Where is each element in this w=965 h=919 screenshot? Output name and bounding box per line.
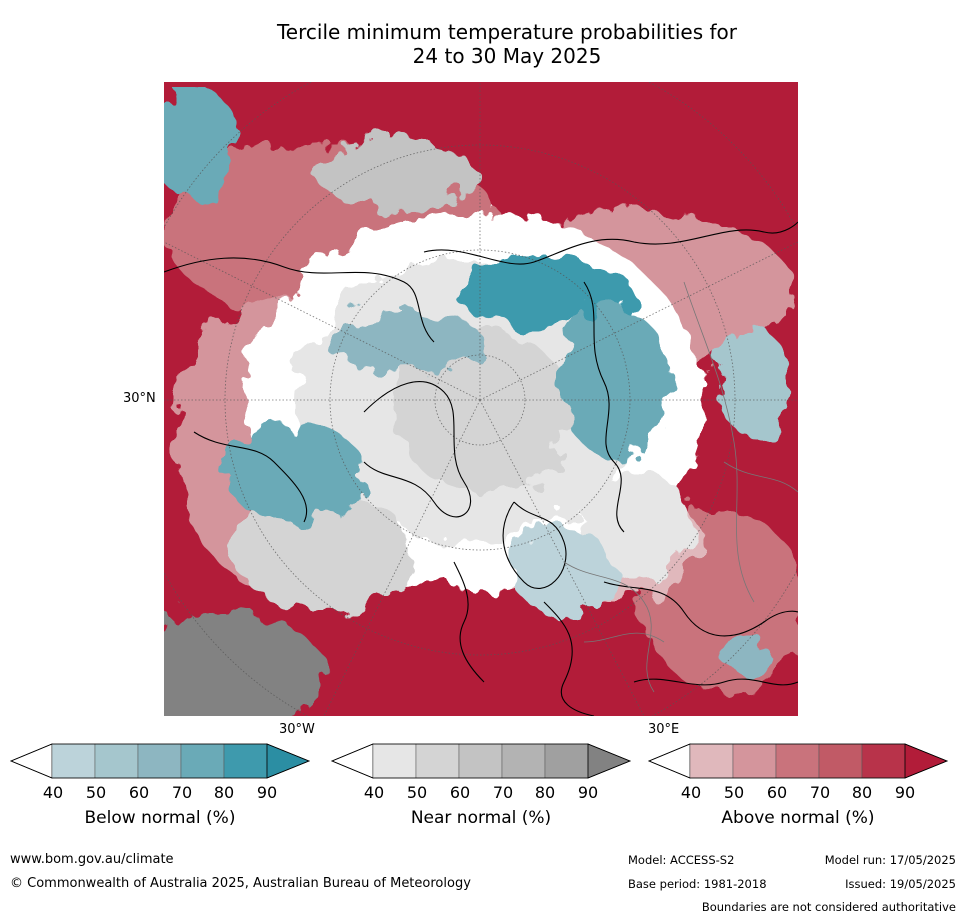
colorbar-segment	[458, 743, 503, 779]
colorbar-near-normal	[330, 743, 632, 783]
colorbar-segment	[732, 743, 777, 779]
below-normal-region	[164, 87, 239, 197]
tick-label: 70	[171, 783, 193, 802]
colorbar-below-svg	[9, 743, 311, 779]
below-normal-region	[719, 632, 769, 672]
tick-label: 50	[406, 783, 428, 802]
below-normal-region	[514, 527, 614, 617]
colorbar-low-arrow	[9, 743, 53, 779]
near-normal-region	[314, 137, 474, 207]
colorbar-segment	[137, 743, 182, 779]
below-normal-region	[559, 307, 669, 457]
near-normal-region	[394, 332, 574, 492]
coastlines	[164, 221, 798, 716]
tick-label: 70	[809, 783, 831, 802]
colorbar-below-label: Below normal (%)	[84, 808, 236, 828]
tick-label: 70	[492, 783, 514, 802]
country-borders	[563, 281, 798, 693]
map-svg	[164, 82, 798, 716]
below-normal-region	[454, 257, 634, 327]
colorbar-high-arrow	[904, 743, 949, 779]
colorbar-segment	[818, 743, 863, 779]
tick-label: 50	[85, 783, 107, 802]
tick-label: 50	[723, 783, 745, 802]
colorbar-above-ticks: 40 50 60 70 80 90	[638, 783, 965, 803]
colorbar-segment	[544, 743, 589, 779]
colorbar-segment	[372, 743, 417, 779]
colorbar-segment	[775, 743, 820, 779]
longitude-label-30w: 30°W	[279, 722, 315, 737]
tick-label: 40	[363, 783, 385, 802]
tick-label: 40	[42, 783, 64, 802]
colorbar-near-svg	[330, 743, 632, 779]
footer-issued: Issued: 19/05/2025	[845, 877, 956, 891]
colorbar-above-label: Above normal (%)	[721, 808, 875, 828]
colorbar-segment	[223, 743, 268, 779]
colorbar-segment	[94, 743, 139, 779]
longitude-label-30e: 30°E	[648, 722, 680, 737]
colorbar-above-normal	[647, 743, 949, 783]
graticule	[164, 82, 798, 716]
colorbar-segment	[689, 743, 734, 779]
tick-label: 90	[894, 783, 916, 802]
below-normal-region	[324, 312, 484, 372]
colorbar-near-ticks: 40 50 60 70 80 90	[321, 783, 651, 803]
colorbar-segment	[501, 743, 546, 779]
colorbar-above-svg	[647, 743, 949, 779]
footer-copyright: © Commonwealth of Australia 2025, Austra…	[10, 876, 471, 891]
colorbar-segment	[861, 743, 906, 779]
colorbar-segment	[415, 743, 460, 779]
footer-model-run: Model run: 17/05/2025	[824, 853, 956, 867]
footer-disclaimer: Boundaries are not considered authoritat…	[701, 900, 956, 914]
footer-website: www.bom.gov.au/climate	[10, 852, 174, 867]
below-normal-region	[224, 422, 364, 522]
colorbar-segment	[51, 743, 96, 779]
colorbar-high-arrow	[266, 743, 311, 779]
footer-base-period: Base period: 1981-2018	[628, 877, 767, 891]
colorbar-low-arrow	[330, 743, 374, 779]
tick-label: 80	[851, 783, 873, 802]
colorbar-low-arrow	[647, 743, 691, 779]
near-normal-region	[234, 492, 414, 612]
colorbar-high-arrow	[587, 743, 632, 779]
tick-label: 90	[577, 783, 599, 802]
title-line-2: 24 to 30 May 2025	[412, 44, 602, 68]
colorbar-below-ticks: 40 50 60 70 80 90	[0, 783, 330, 803]
below-normal-region	[719, 327, 789, 437]
footer-model: Model: ACCESS-S2	[628, 853, 735, 867]
tick-label: 80	[213, 783, 235, 802]
colorbar-near-label: Near normal (%)	[410, 808, 552, 828]
tick-label: 60	[766, 783, 788, 802]
colorbar-outline	[647, 743, 949, 779]
colorbar-outline	[9, 743, 311, 779]
tick-label: 60	[449, 783, 471, 802]
tick-label: 90	[256, 783, 278, 802]
title-line-1: Tercile minimum temperature probabilitie…	[276, 20, 738, 44]
latitude-label-30n: 30°N	[123, 391, 156, 406]
colorbar-outline	[330, 743, 632, 779]
near-normal-region	[164, 612, 324, 716]
tick-label: 60	[128, 783, 150, 802]
polar-map	[164, 82, 798, 716]
tick-label: 80	[534, 783, 556, 802]
tick-label: 40	[680, 783, 702, 802]
colorbar-below-normal	[9, 743, 311, 783]
map-title: Tercile minimum temperature probabilitie…	[0, 20, 965, 68]
colorbar-segment	[180, 743, 225, 779]
